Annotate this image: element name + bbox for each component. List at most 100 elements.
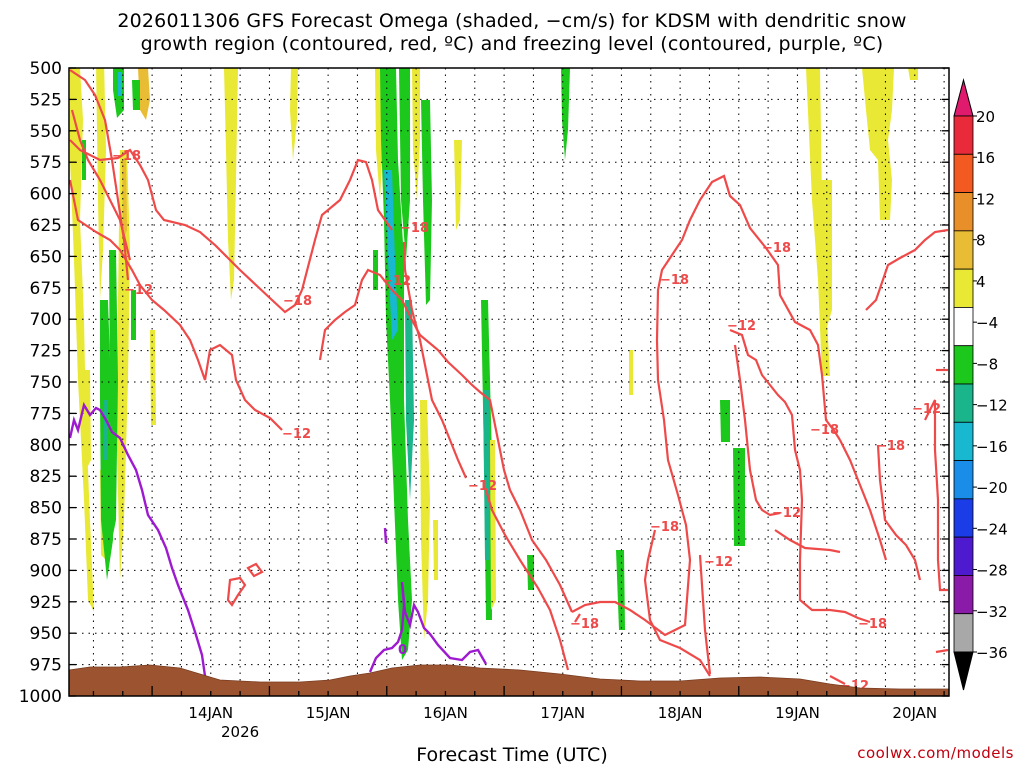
y-tick-label: 925: [30, 593, 62, 613]
dendritic-contour-line: [402, 241, 468, 479]
dendritic-contour-line: [829, 675, 846, 685]
colorbar-bottom-arrow: [953, 651, 974, 691]
colorbar-label: −24: [976, 520, 1008, 538]
omega-positive-region: [150, 330, 156, 425]
contour-label: −18: [400, 221, 429, 236]
y-tick-label: 875: [30, 530, 62, 550]
y-tick-label: 625: [30, 216, 62, 236]
omega-negative-region: [720, 400, 730, 442]
colorbar-label: −16: [976, 438, 1008, 456]
contour-label: −18: [810, 423, 839, 438]
colorbar-label: 20: [976, 108, 995, 126]
colorbar-label: 12: [976, 190, 995, 208]
colorbar-label: −4: [976, 314, 998, 332]
y-tick-label: 525: [30, 90, 62, 110]
x-year-label: 2026: [221, 723, 259, 741]
contour-label: −18: [650, 520, 679, 535]
dendritic-contour-labels: −18 −12 −18 −12 −18 −12 −18 −12 −18 −18 …: [112, 149, 941, 694]
y-tick-label: 700: [30, 310, 62, 330]
contour-label: −18: [283, 294, 312, 309]
dendritic-contour-line: [69, 179, 283, 431]
omega-positive-region: [224, 68, 238, 300]
colorbar-label: −28: [976, 562, 1008, 580]
dendritic-contour-line: [70, 109, 132, 261]
x-tick-label: 16JAN: [423, 704, 468, 722]
freezing-level-line: [69, 401, 207, 677]
colorbar: 20 16 12 8 4 −4 −8 −12 −16 −20 −24 −28 −32 −36: [953, 78, 1008, 691]
dendritic-contour-line: [484, 489, 570, 671]
colorbar-label: 4: [976, 273, 986, 291]
colorbar-swatch: [953, 192, 974, 232]
y-tick-label: 600: [30, 185, 62, 205]
colorbar-swatch: [953, 421, 974, 461]
omega-positive-region: [454, 140, 462, 230]
colorbar-swatch: [953, 498, 974, 538]
omega-shading: [70, 68, 918, 660]
omega-negative-region: [373, 250, 378, 290]
colorbar-label: −32: [976, 603, 1008, 621]
freezing-level-label: 0: [398, 643, 407, 658]
colorbar-swatch: [953, 575, 974, 615]
colorbar-label: −8: [976, 355, 998, 373]
dendritic-contour-line: [774, 529, 841, 554]
omega-negative-region: [483, 390, 490, 560]
dendritic-contours: [69, 69, 949, 685]
x-tick-label: 18JAN: [658, 704, 703, 722]
y-tick-label: 575: [30, 153, 62, 173]
y-tick-label: 850: [30, 499, 62, 519]
colorbar-swatch: [953, 536, 974, 576]
y-tick-label: 725: [30, 342, 62, 362]
omega-positive-region: [908, 68, 918, 80]
omega-negative-region: [109, 250, 118, 540]
colorbar-label: −36: [976, 644, 1008, 662]
y-tick-label: 800: [30, 436, 62, 456]
contour-label: −18: [112, 149, 141, 164]
dendritic-contour-line: [733, 344, 781, 517]
contour-label: −18: [570, 617, 599, 632]
y-tick-label: 550: [30, 122, 62, 142]
contour-label: −12: [382, 274, 411, 289]
x-axis-label: Forecast Time (UTC): [416, 744, 608, 766]
contour-label: −18: [660, 273, 689, 288]
contour-label: −12: [912, 402, 941, 417]
dendritic-contour-line: [226, 576, 247, 607]
omega-positive-region: [433, 520, 438, 580]
omega-positive-region: [490, 440, 496, 610]
dendritic-contour-line: [318, 268, 574, 613]
y-tick-label: 1000: [19, 687, 62, 707]
y-tick-label: 750: [30, 373, 62, 393]
y-tick-label: 650: [30, 247, 62, 267]
omega-negative-region: [118, 72, 122, 96]
y-tick-label: 950: [30, 624, 62, 644]
y-axis: 500 525 550 575 600 625 650 675 700 725 750 775 800 8…: [19, 59, 949, 707]
contour-label: −12: [468, 479, 497, 494]
omega-positive-region: [820, 180, 832, 330]
contour-label: −18: [762, 241, 791, 256]
contour-label: −18: [858, 617, 887, 632]
chart-title-line-2: growth region (contoured, red, ºC) and f…: [140, 33, 884, 55]
omega-negative-region: [131, 290, 136, 340]
dendritic-contour-line: [574, 613, 581, 623]
colorbar-swatch: [953, 460, 974, 500]
colorbar-top-arrow: [953, 78, 974, 117]
contour-label: −12: [727, 319, 756, 334]
contour-label: −12: [772, 506, 801, 521]
omega-positive-region: [629, 350, 633, 395]
dendritic-contour-line: [729, 328, 871, 624]
omega-negative-region: [616, 550, 625, 630]
colorbar-swatch: [953, 268, 974, 308]
dendritic-contour-line: [839, 439, 888, 561]
dendritic-contour-line: [935, 648, 949, 654]
x-tick-label: 19JAN: [775, 704, 820, 722]
dendritic-contour-line: [643, 529, 711, 677]
freezing-level-line: [383, 527, 388, 544]
omega-positive-region: [862, 68, 894, 220]
omega-negative-region: [399, 68, 410, 260]
terrain-ground: [69, 664, 949, 696]
omega-positive-region: [138, 68, 150, 120]
omega-negative-region: [104, 400, 108, 460]
omega-negative-region: [421, 100, 432, 305]
omega-negative-region: [384, 170, 398, 340]
colorbar-label: −12: [976, 397, 1008, 415]
